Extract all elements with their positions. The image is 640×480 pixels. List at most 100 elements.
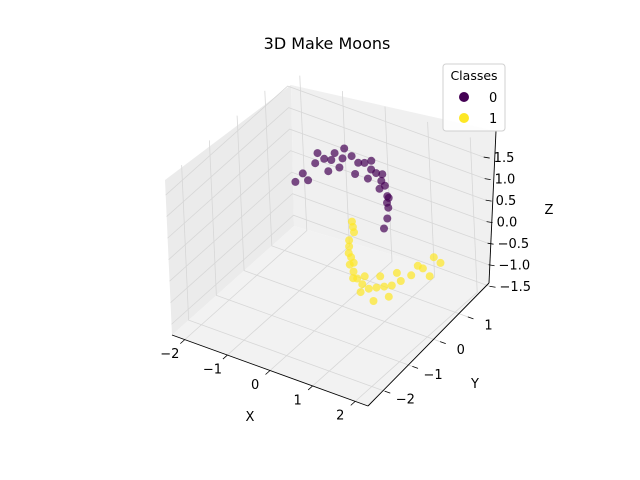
x-tick: [350, 401, 356, 406]
legend-label-class-0: 0: [489, 91, 497, 106]
point-class-1: [425, 272, 434, 281]
point-class-0: [384, 203, 393, 212]
point-class-0: [367, 156, 376, 165]
point-class-1: [356, 288, 365, 297]
point-class-1: [436, 258, 445, 267]
x-gridline: [269, 106, 393, 371]
point-class-0: [320, 154, 329, 163]
point-class-0: [298, 169, 307, 178]
z-tick: [488, 264, 495, 267]
point-class-1: [376, 272, 385, 281]
point-class-0: [380, 181, 389, 190]
point-class-1: [396, 277, 405, 285]
z-gridline: [171, 214, 490, 325]
z-tick-label: −0.5: [498, 237, 530, 252]
tick-labels: −2 −1 0 1 2 −2 −1 0 1 −1.5 −1.0 −0.5 0.0 0.5 1.0 1.5: [160, 151, 531, 424]
point-class-0: [340, 144, 349, 153]
point-class-0: [338, 154, 347, 163]
z-gridline: [167, 128, 486, 239]
z-gridline: [165, 85, 484, 196]
point-class-0: [324, 167, 333, 176]
y-tick-label: −1: [423, 368, 442, 383]
x-tick-label: −2: [160, 347, 179, 362]
x-axis-label: X: [246, 410, 255, 425]
point-class-0: [351, 170, 360, 178]
y-gridline: [181, 165, 385, 392]
point-class-0: [384, 193, 393, 202]
z-tick-label: −1.5: [500, 280, 532, 295]
x-tick: [180, 339, 186, 344]
point-class-1: [347, 217, 356, 226]
y-tick: [467, 316, 474, 320]
z-tick-label: 0.0: [497, 216, 518, 231]
z-tick-label: 0.5: [496, 194, 517, 209]
z-tick: [486, 221, 493, 224]
y-axis-line: [367, 282, 490, 407]
tick-marks: [180, 156, 496, 406]
y-tick: [412, 365, 419, 369]
z-tick: [487, 242, 494, 245]
point-class-1: [364, 284, 373, 293]
x-gridline: [312, 121, 436, 387]
point-class-1: [384, 292, 393, 301]
z-gridline: [166, 107, 485, 217]
legend-marker-class-0: [459, 92, 469, 102]
point-class-1: [380, 282, 389, 291]
z-axis-line: [488, 130, 497, 284]
point-class-1: [349, 267, 358, 276]
pane-back: [291, 85, 496, 283]
z-tick: [483, 156, 490, 159]
point-class-1: [413, 261, 422, 270]
z-gridline: [169, 171, 488, 282]
z-tick-label: 1.5: [494, 151, 515, 166]
z-gridline: [168, 150, 487, 260]
point-class-1: [345, 242, 354, 251]
grid-lines: [165, 75, 490, 402]
legend: Classes 0 1: [442, 63, 506, 132]
legend-title: Classes: [450, 68, 497, 83]
point-class-1: [392, 268, 401, 277]
point-class-0: [327, 156, 336, 164]
axes-panes: [165, 85, 496, 406]
x-tick-label: 2: [336, 409, 344, 424]
point-class-0: [347, 152, 356, 161]
point-class-1: [429, 253, 438, 262]
point-class-0: [313, 149, 322, 158]
point-class-1: [358, 280, 367, 289]
x-tick-label: −1: [203, 362, 222, 377]
y-gridline: [264, 90, 468, 318]
y-tick-label: −2: [396, 393, 415, 408]
point-class-1: [407, 271, 416, 280]
point-class-0: [304, 176, 313, 185]
point-class-0: [383, 214, 392, 223]
y-tick: [439, 341, 446, 345]
z-axis-label: Z: [545, 203, 554, 218]
x-gridline: [354, 137, 478, 402]
point-class-1: [360, 272, 369, 281]
data-points: [291, 144, 445, 305]
x-tick-label: 1: [294, 393, 302, 408]
x-tick-label: 0: [251, 378, 259, 393]
legend-label-class-1: 1: [489, 112, 497, 127]
point-class-0: [354, 158, 363, 167]
z-tick-label: 1.0: [495, 173, 516, 188]
x-tick: [222, 354, 228, 360]
z-tick: [484, 178, 491, 180]
x-tick: [307, 385, 313, 391]
point-class-1: [369, 297, 378, 305]
point-class-0: [360, 158, 369, 167]
chart-title: 3D Make Moons: [264, 34, 391, 53]
legend-marker-class-1: [459, 113, 469, 123]
x-gridline: [184, 75, 308, 340]
point-class-0: [291, 177, 300, 186]
point-class-1: [387, 281, 396, 290]
point-class-1: [372, 283, 381, 292]
point-class-0: [378, 170, 387, 179]
z-tick: [485, 199, 492, 202]
point-class-0: [380, 224, 388, 233]
y-gridline: [236, 115, 441, 342]
y-tick-label: 1: [484, 318, 492, 333]
point-class-1: [344, 249, 353, 258]
z-tick-label: −1.0: [499, 259, 531, 274]
